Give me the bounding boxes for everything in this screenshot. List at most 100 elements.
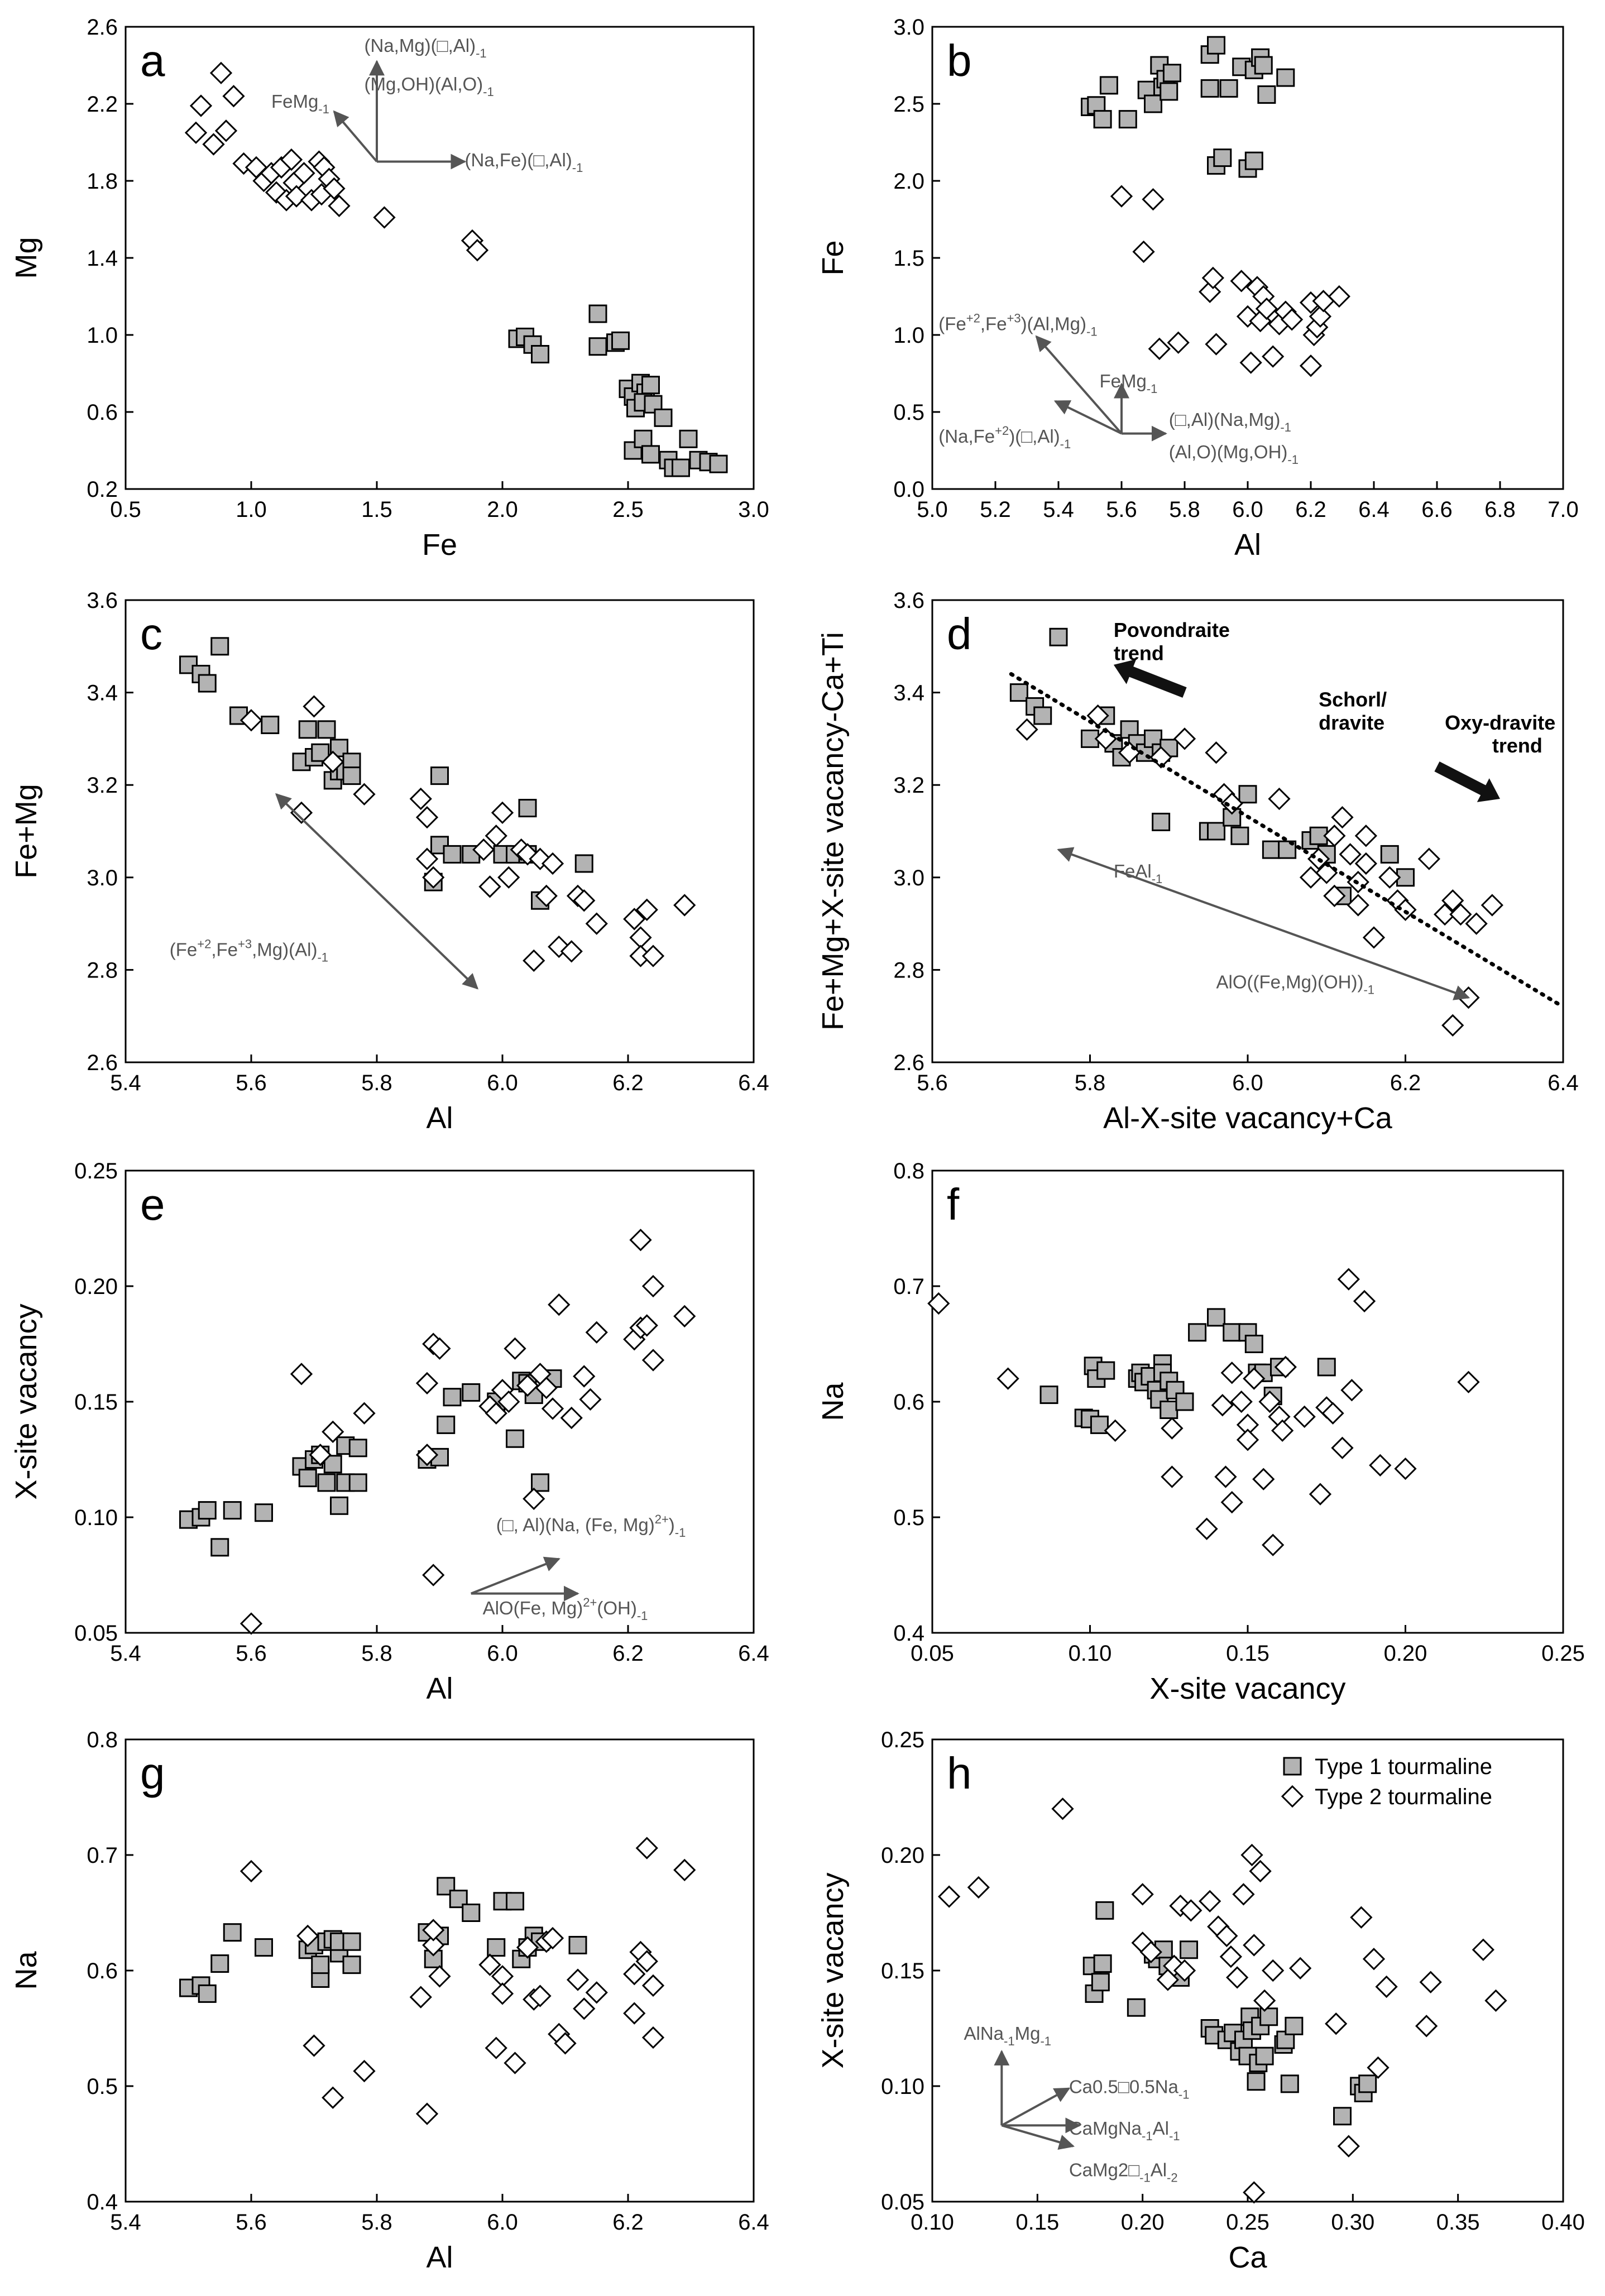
type2-point [641, 945, 665, 967]
type2-point [1369, 1454, 1392, 1477]
type2-point [1293, 1405, 1316, 1429]
type1-point [298, 1469, 317, 1488]
panel-label: h [947, 1748, 972, 1798]
type2-point [239, 1859, 263, 1883]
type1-point [611, 331, 630, 350]
panel-label: b [947, 36, 972, 85]
type1-point [1162, 64, 1181, 83]
type2-point [1161, 1465, 1184, 1488]
annotation-oxydravite: Oxy-dravite [1445, 711, 1555, 734]
type2-point [623, 2002, 646, 2025]
x-tick-label: 5.6 [1106, 497, 1137, 522]
type2-point [1163, 1954, 1186, 1977]
povondraite-arrow [1113, 659, 1187, 698]
x-tick-label: 5.4 [110, 1071, 141, 1095]
type2-point [1240, 1843, 1263, 1867]
y-tick-label: 3.0 [893, 15, 924, 40]
type2-point [353, 783, 376, 806]
arrow-femg [333, 110, 378, 162]
type2-point [1173, 1959, 1196, 1982]
annotation-camg2: CaMg2□-1​Al-2​ [1069, 2159, 1178, 2184]
type1-point [1207, 1308, 1225, 1327]
y-tick-label: 0.20 [881, 1843, 924, 1868]
type2-point [409, 787, 432, 811]
type2-point [415, 806, 439, 829]
x-tick-label: 6.0 [487, 1071, 518, 1095]
x-axis-label: Al [426, 1672, 453, 1705]
type2-point [1289, 1957, 1312, 1979]
x-tick-label: 3.0 [738, 497, 769, 522]
type1-point [1096, 1361, 1115, 1380]
type1-point [223, 1501, 242, 1520]
x-tick-label: 5.6 [236, 1641, 267, 1666]
type2-point [641, 1274, 665, 1298]
x-axis-label: X-site vacancy [1149, 1672, 1345, 1705]
type2-point [1457, 1370, 1480, 1393]
type2-point [322, 2086, 344, 2109]
type2-point [629, 926, 652, 949]
y-tick-label: 0.10 [881, 2074, 924, 2099]
type2-point [635, 898, 658, 921]
y-tick-label: 0.2 [87, 477, 118, 502]
type2-point [1199, 280, 1221, 303]
type2-point [1239, 351, 1262, 374]
type1-point [210, 637, 229, 656]
type2-point [323, 177, 346, 200]
type2-point [309, 1444, 332, 1466]
type1-point [437, 1415, 456, 1434]
type2-point [428, 1337, 451, 1360]
panel-label: c [140, 609, 162, 659]
annotation-schorl: Schorl/ [1319, 688, 1387, 711]
x-tick-label: 5.2 [980, 497, 1011, 522]
x-tick-label: 1.0 [236, 497, 267, 522]
x-tick-label: 6.2 [612, 2210, 644, 2235]
panel-g: 5.4 5.6 5.8 6.0 6.2 6.4 0.4 0.5 0.6 0.7 0.8 Al Na g [9, 1728, 769, 2274]
type1-point [1175, 1392, 1194, 1411]
type2-point [1104, 1419, 1127, 1442]
type2-point [1362, 1948, 1386, 1971]
type2-point [1226, 1966, 1249, 1989]
type1-point [709, 454, 728, 473]
y-axis-label: X-site vacancy [9, 1303, 43, 1499]
legend-type2-marker [1281, 1785, 1304, 1808]
annotation-namg: (Na,Mg)(□,Al)-1​ [365, 35, 487, 60]
y-axis-label: Fe+Mg [9, 784, 43, 879]
arrow-camg2 [1001, 2124, 1075, 2150]
x-axis-label: Fe [422, 528, 457, 562]
panel-label: f [947, 1180, 960, 1229]
type2-point [1331, 1436, 1354, 1459]
type2-point [422, 1934, 445, 1957]
type2-point [541, 852, 564, 875]
y-axis-label: X-site vacancy [816, 1872, 850, 2068]
panel-label: d [947, 609, 972, 659]
type2-point [485, 2036, 507, 2059]
annotation-al-na: (□, Al)(Na, (Fe, Mg)2+​)-1​ [496, 1512, 686, 1540]
type1-point [342, 766, 361, 785]
type2-point [1271, 1419, 1294, 1442]
type2-point [629, 1229, 652, 1252]
x-tick-label: 5.6 [236, 1071, 267, 1095]
type1-point [1244, 151, 1263, 170]
x-tick-label: 2.5 [612, 497, 644, 522]
type2-point [504, 1337, 526, 1360]
type2-point [422, 1564, 445, 1586]
type1-point [1276, 68, 1295, 87]
type2-point [573, 889, 596, 912]
y-tick-label: 0.5 [893, 400, 924, 425]
y-tick-label: 0.4 [87, 2190, 118, 2214]
type2-point [1220, 1490, 1243, 1514]
x-tick-label: 5.6 [917, 1071, 948, 1095]
type2-point [303, 695, 325, 718]
type1-point [1213, 148, 1232, 167]
type1-point [679, 429, 698, 448]
type1-point [462, 1383, 481, 1402]
type2-point [641, 2026, 665, 2049]
type2-point [585, 1981, 608, 2004]
panel-label: e [140, 1180, 165, 1229]
type1-point [506, 1429, 524, 1448]
y-tick-label: 0.7 [87, 1843, 118, 1868]
type1-point [198, 1501, 217, 1520]
type2-point [1148, 337, 1171, 360]
type1-point [255, 1938, 273, 1957]
type2-point [641, 1974, 665, 1997]
